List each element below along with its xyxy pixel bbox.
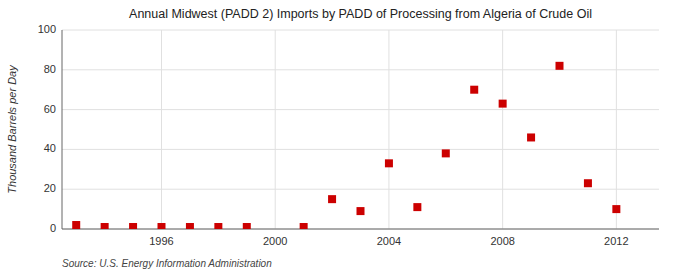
point [328, 195, 336, 203]
y-grid-line [62, 30, 659, 31]
x-tick-label: 2012 [604, 235, 628, 247]
point [470, 86, 478, 94]
y-tick-label: 100 [38, 23, 56, 35]
x-grid-line [502, 30, 503, 229]
x-grid-line [616, 30, 617, 229]
source-note: Source: U.S. Energy Information Administ… [62, 258, 272, 269]
point [214, 223, 222, 229]
x-tick-label: 2008 [490, 235, 514, 247]
x-grid-line [275, 30, 276, 229]
point [300, 223, 308, 229]
chart-svg: 0 20 40 60 80 100 1996 2000 2004 2008 2012 Annual M… [0, 0, 675, 275]
x-tick-label: 2000 [263, 235, 287, 247]
y-grid-line [62, 69, 659, 70]
x-grid-line [161, 30, 162, 229]
chart-container: 0 20 40 60 80 100 1996 2000 2004 2008 2012 Annual M… [0, 0, 675, 275]
y-tick-label: 0 [50, 222, 56, 234]
point [72, 221, 80, 229]
point [527, 133, 535, 141]
point [413, 203, 421, 211]
x-tick-label: 2004 [377, 235, 401, 247]
point [243, 223, 251, 229]
point [158, 223, 166, 229]
point [101, 223, 109, 229]
y-grid-line [62, 109, 659, 110]
point [499, 100, 507, 108]
x-tick-label: 1996 [149, 235, 173, 247]
point [357, 207, 365, 215]
y-axis-label: Thousand Barrels per Day [6, 64, 18, 194]
x-axis-line [62, 229, 659, 230]
y-tick-label: 40 [44, 142, 56, 154]
y-grid-line [62, 229, 659, 230]
y-axis-line [62, 30, 63, 229]
points [72, 62, 620, 229]
grid [62, 30, 659, 229]
title: Annual Midwest (PADD 2) Imports by PADD … [129, 7, 592, 21]
point [612, 205, 620, 213]
y-tick-label: 60 [44, 103, 56, 115]
point [129, 223, 137, 229]
point [186, 223, 194, 229]
y-grid-line [62, 149, 659, 150]
y-grid-line [62, 189, 659, 190]
x-grid-line [388, 30, 389, 229]
point [556, 62, 564, 70]
y-tick-label: 20 [44, 182, 56, 194]
point [385, 159, 393, 167]
tick-labels: 0 20 40 60 80 100 1996 2000 2004 2008 2012 [38, 23, 629, 247]
point [584, 179, 592, 187]
point [442, 149, 450, 157]
y-tick-label: 80 [44, 63, 56, 75]
